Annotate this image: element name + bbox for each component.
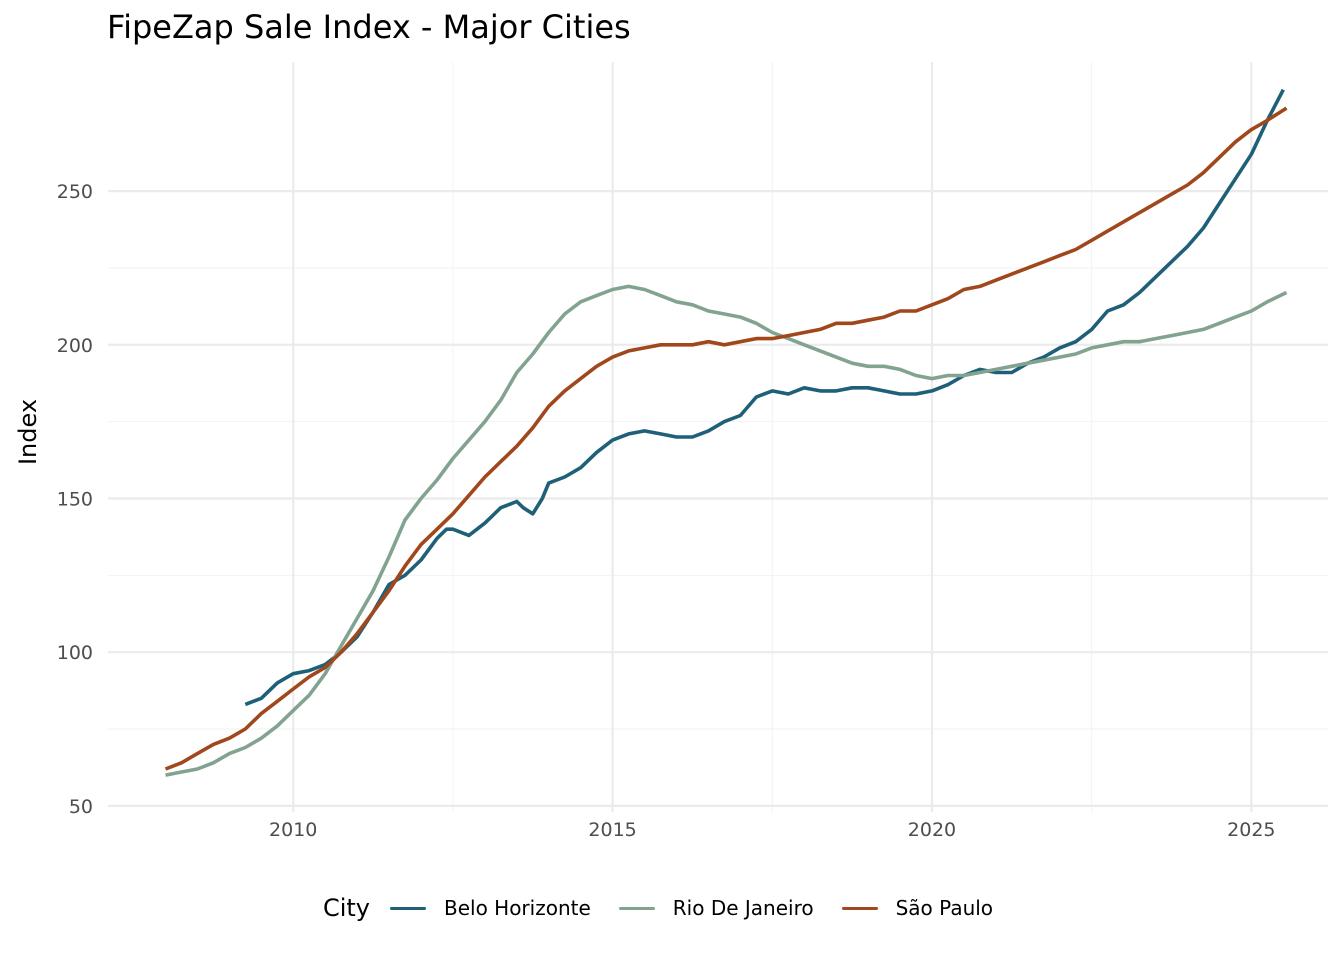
y-axis-ticks: 50 100 150 200 250 [57, 181, 93, 818]
series-line-0 [244, 88, 1285, 707]
gridlines [108, 62, 1328, 812]
legend-label: São Paulo [895, 896, 994, 920]
legend-label: Belo Horizonte [443, 896, 591, 920]
y-tick-label: 50 [69, 796, 93, 818]
y-tick-label: 150 [57, 488, 93, 510]
y-axis-label: Index [14, 399, 42, 465]
legend-title: City [322, 894, 370, 922]
legend-key [389, 906, 426, 910]
x-tick-label: 2025 [1227, 819, 1275, 841]
y-tick-label: 200 [57, 335, 93, 357]
series-line-2 [164, 106, 1288, 771]
chart-title: FipeZap Sale Index - Major Cities [107, 8, 631, 46]
legend-item: Rio De Janeiro [618, 896, 814, 920]
legend-label: Rio De Janeiro [672, 896, 814, 920]
y-tick-label: 250 [57, 181, 93, 203]
legend: City Belo Horizonte Rio De Janeiro São Pau… [0, 888, 1344, 928]
x-tick-label: 2020 [908, 819, 956, 841]
x-tick-label: 2010 [269, 819, 317, 841]
legend-key [841, 906, 878, 910]
x-axis-ticks: 2010 2015 2020 2025 [269, 819, 1275, 841]
legend-key [618, 906, 655, 910]
y-tick-label: 100 [57, 642, 93, 664]
legend-item: São Paulo [841, 896, 994, 920]
series-line-1 [165, 284, 1288, 777]
series-lines [164, 88, 1288, 777]
x-tick-label: 2015 [588, 819, 636, 841]
legend-item: Belo Horizonte [389, 896, 591, 920]
